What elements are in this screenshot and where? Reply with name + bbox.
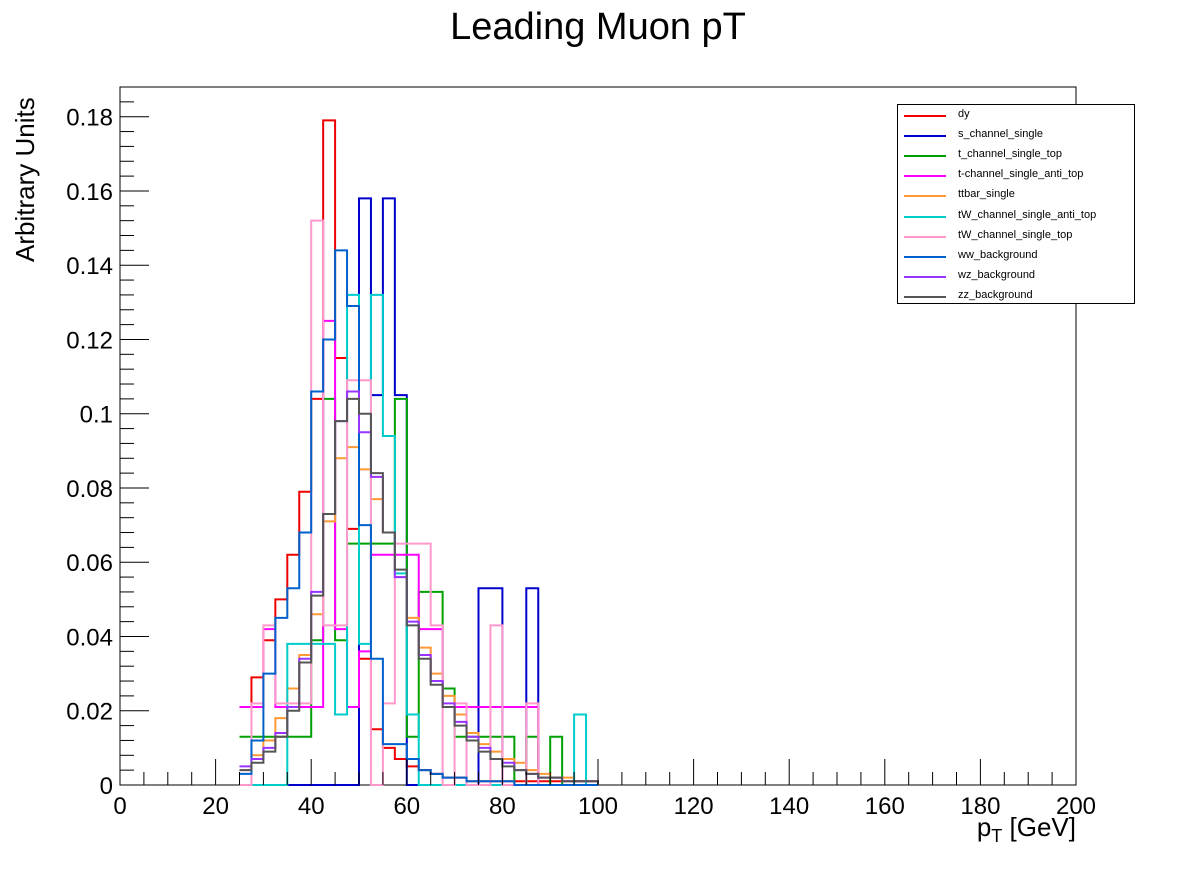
- x-axis-label-sub: T: [991, 826, 1003, 847]
- x-tick-label: 140: [769, 793, 809, 820]
- legend-item: dy: [898, 106, 1134, 126]
- legend-item: ttbar_single: [898, 186, 1134, 206]
- legend-swatch: [904, 155, 946, 158]
- x-tick-label: 80: [489, 793, 516, 820]
- x-tick-label: 160: [865, 793, 905, 820]
- legend-swatch: [904, 275, 946, 278]
- legend-label: tW_channel_single_top: [958, 228, 1073, 241]
- x-tick-label: 0: [113, 793, 126, 820]
- legend-label: wz_background: [958, 268, 1036, 281]
- legend-label: s_channel_single: [958, 128, 1044, 141]
- series-ww_background: [239, 249, 598, 786]
- legend-item: t_channel_single_top: [898, 146, 1134, 166]
- legend-item: ww_background: [898, 247, 1134, 267]
- x-axis-label-unit: [GeV]: [1009, 812, 1076, 842]
- legend-item: tW_channel_single_anti_top: [898, 207, 1134, 227]
- legend-label: ttbar_single: [958, 188, 1015, 201]
- x-tick-label: 20: [202, 793, 229, 820]
- legend-swatch: [904, 295, 946, 298]
- x-tick-label: 120: [674, 793, 714, 820]
- legend-swatch: [904, 115, 946, 117]
- legend-item: s_channel_single: [898, 126, 1134, 146]
- legend-label: t_channel_single_top: [958, 148, 1062, 161]
- legend-label: dy: [958, 108, 970, 120]
- y-tick-label: 0.06: [66, 550, 113, 577]
- x-tick-label: 100: [578, 793, 618, 820]
- chart-title: Leading Muon pT: [450, 6, 746, 48]
- legend-label: tW_channel_single_anti_top: [958, 208, 1097, 221]
- legend-swatch: [904, 255, 946, 258]
- legend-label: ww_background: [958, 248, 1038, 261]
- series-layer: [239, 119, 599, 786]
- legend-label: zz_background: [958, 288, 1033, 301]
- y-tick-label: 0.04: [66, 624, 113, 651]
- y-tick-label: 0.12: [66, 327, 113, 354]
- legend-item: tW_channel_single_top: [898, 227, 1134, 247]
- legend-swatch: [904, 195, 946, 198]
- legend-swatch: [904, 215, 946, 218]
- legend-swatch: [904, 175, 946, 178]
- x-axis-label: pT [GeV]: [977, 812, 1076, 847]
- y-tick-label: 0.18: [66, 105, 113, 132]
- legend-item: zz_background: [898, 287, 1134, 307]
- y-tick-label: 0: [100, 773, 113, 800]
- x-axis-label-main: p: [976, 812, 992, 842]
- series-s_channel_single: [239, 197, 598, 786]
- legend-label: t-channel_single_anti_top: [958, 168, 1084, 181]
- x-tick-label: 180: [960, 793, 1000, 820]
- legend-item: t-channel_single_anti_top: [898, 166, 1134, 186]
- y-tick-label: 0.14: [66, 253, 113, 280]
- legend-swatch: [904, 135, 946, 138]
- x-tick-label: 60: [393, 793, 420, 820]
- y-tick-label: 0.1: [80, 402, 113, 429]
- x-tick-label: 40: [298, 793, 325, 820]
- y-axis-label: Arbitrary Units: [10, 97, 40, 262]
- axis-layer: 0 20 40 60 80 100 120 140 160 180 200 0 0.02 0.04 0.06…: [66, 86, 1096, 820]
- y-tick-label: 0.08: [66, 476, 113, 503]
- legend: dy s_channel_single t_channel_single_top t-…: [897, 104, 1135, 304]
- legend-swatch: [904, 235, 946, 238]
- legend-item: wz_background: [898, 267, 1134, 287]
- x-tick-label: 200: [1056, 793, 1096, 820]
- y-tick-label: 0.02: [66, 699, 113, 726]
- y-tick-label: 0.16: [66, 179, 113, 206]
